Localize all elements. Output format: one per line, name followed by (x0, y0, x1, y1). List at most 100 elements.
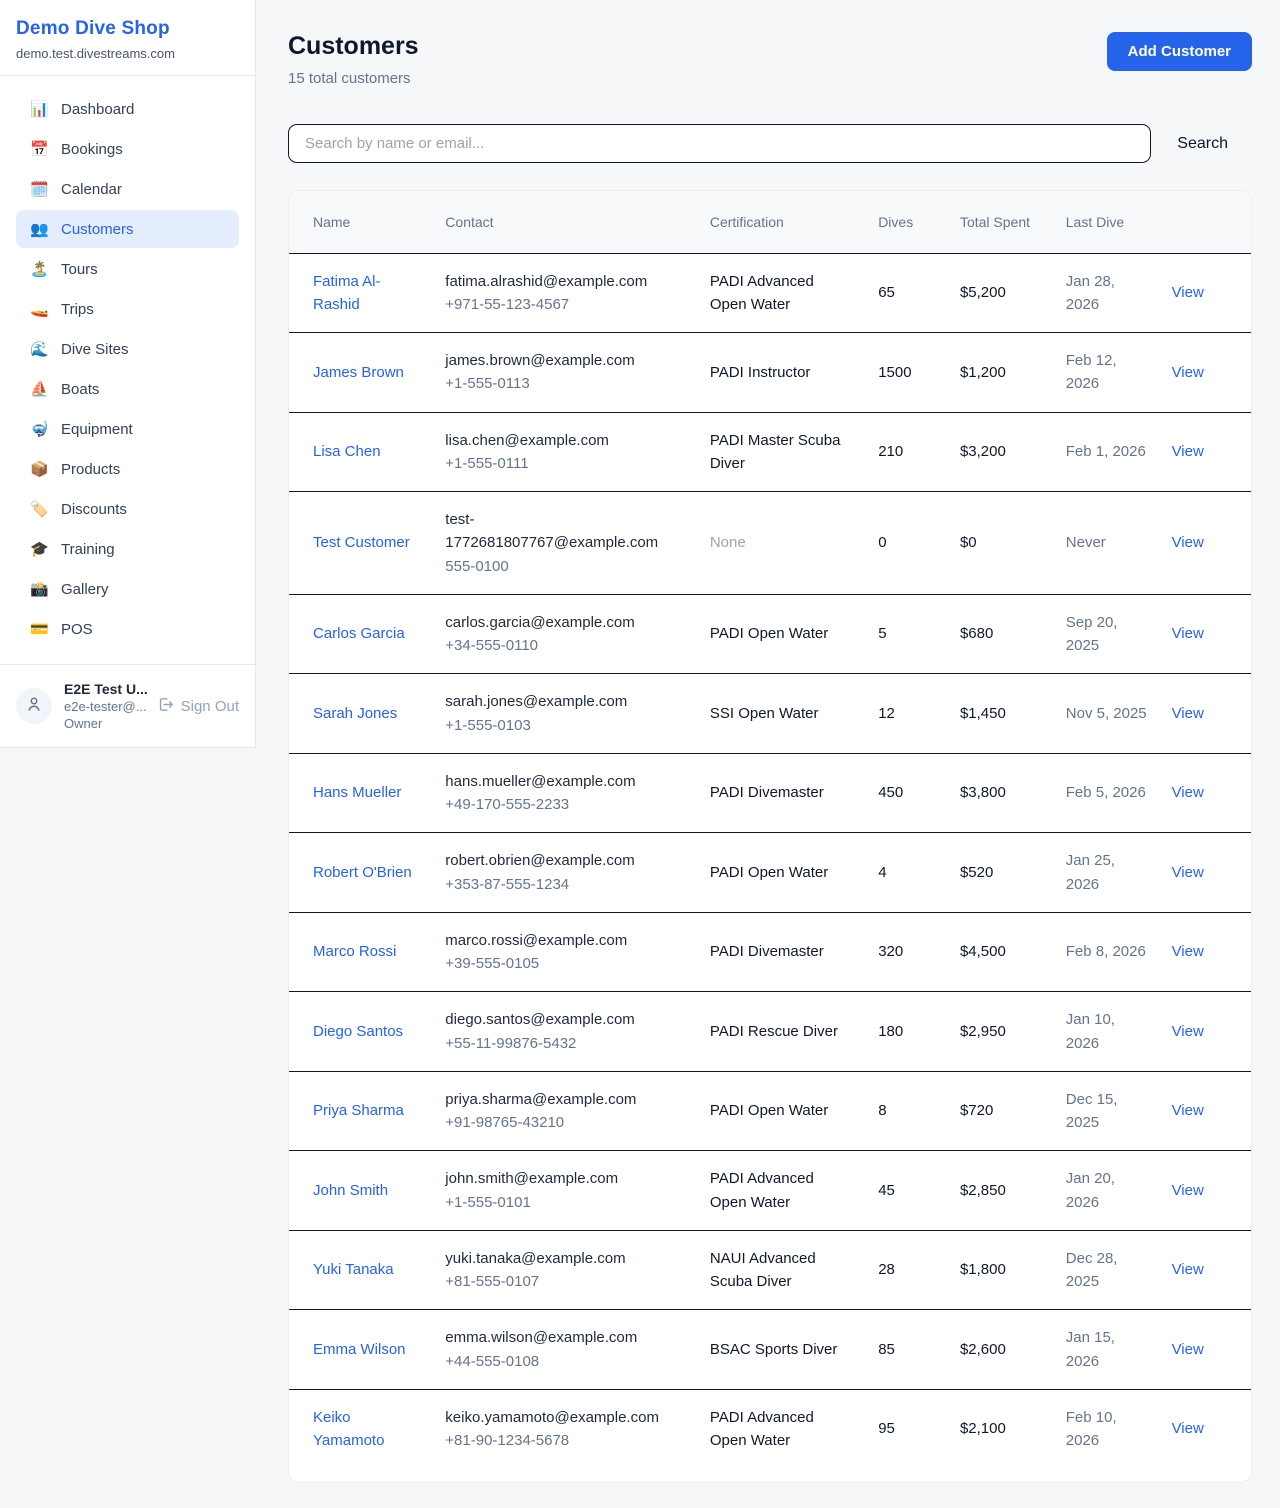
customer-name-link[interactable]: Diego Santos (313, 1023, 403, 1040)
customer-total-spent: $2,950 (948, 992, 1054, 1072)
customer-certification: None (698, 492, 866, 595)
view-link[interactable]: View (1172, 625, 1204, 642)
customer-dives: 210 (866, 412, 948, 492)
customer-dives: 180 (866, 992, 948, 1072)
nav-icon: 📸 (30, 580, 48, 598)
customer-name-link[interactable]: Lisa Chen (313, 443, 381, 460)
user-icon (25, 695, 43, 718)
customer-name-link[interactable]: Priya Sharma (313, 1102, 404, 1119)
nav-icon: 🏷️ (30, 500, 48, 518)
view-link[interactable]: View (1172, 534, 1204, 551)
sign-out-label: Sign Out (181, 698, 239, 715)
sidebar-item-trips[interactable]: 🚤 Trips (16, 290, 239, 328)
shop-domain: demo.test.divestreams.com (16, 46, 239, 61)
customer-name-link[interactable]: Carlos Garcia (313, 625, 405, 642)
view-link[interactable]: View (1172, 1261, 1204, 1278)
view-link[interactable]: View (1172, 1182, 1204, 1199)
sidebar-item-products[interactable]: 📦 Products (16, 450, 239, 488)
search-input[interactable] (288, 124, 1151, 163)
main-content: Customers 15 total customers Add Custome… (256, 0, 1280, 1508)
view-link[interactable]: View (1172, 284, 1204, 301)
view-link[interactable]: View (1172, 364, 1204, 381)
view-link[interactable]: View (1172, 1023, 1204, 1040)
customer-last-dive: Jan 10, 2026 (1054, 992, 1160, 1072)
customer-dives: 95 (866, 1389, 948, 1468)
customer-dives: 450 (866, 753, 948, 833)
nav-icon: 📊 (30, 100, 48, 118)
customer-dives: 5 (866, 594, 948, 674)
table-row: John Smith john.smith@example.com +1-555… (289, 1151, 1251, 1231)
table-row: Yuki Tanaka yuki.tanaka@example.com +81-… (289, 1230, 1251, 1310)
col-header-actions (1160, 191, 1251, 253)
sidebar-item-label: Equipment (61, 421, 133, 438)
col-header-name: Name (289, 191, 433, 253)
customer-phone: +39-555-0105 (445, 952, 686, 975)
customer-name-link[interactable]: Fatima Al-Rashid (313, 273, 381, 313)
table-row: Carlos Garcia carlos.garcia@example.com … (289, 594, 1251, 674)
sidebar-item-training[interactable]: 🎓 Training (16, 530, 239, 568)
customer-total-spent: $520 (948, 833, 1054, 913)
customer-name-link[interactable]: Sarah Jones (313, 705, 397, 722)
table-row: Priya Sharma priya.sharma@example.com +9… (289, 1071, 1251, 1151)
customer-certification: PADI Advanced Open Water (698, 1151, 866, 1231)
view-link[interactable]: View (1172, 864, 1204, 881)
sidebar-item-calendar[interactable]: 🗓️ Calendar (16, 170, 239, 208)
customer-certification: SSI Open Water (698, 674, 866, 754)
customer-last-dive: Jan 15, 2026 (1054, 1310, 1160, 1390)
customer-name-link[interactable]: Keiko Yamamoto (313, 1409, 384, 1449)
customer-name-link[interactable]: Emma Wilson (313, 1341, 406, 1358)
table-row: Hans Mueller hans.mueller@example.com +4… (289, 753, 1251, 833)
nav-icon: 🏝️ (30, 260, 48, 278)
view-link[interactable]: View (1172, 943, 1204, 960)
customer-email: emma.wilson@example.com (445, 1326, 686, 1349)
table-row: Lisa Chen lisa.chen@example.com +1-555-0… (289, 412, 1251, 492)
sidebar-item-gallery[interactable]: 📸 Gallery (16, 570, 239, 608)
customer-name-link[interactable]: Hans Mueller (313, 784, 401, 801)
customer-last-dive: Feb 12, 2026 (1054, 333, 1160, 413)
view-link[interactable]: View (1172, 1102, 1204, 1119)
customer-name-link[interactable]: Yuki Tanaka (313, 1261, 394, 1278)
table-row: Sarah Jones sarah.jones@example.com +1-5… (289, 674, 1251, 754)
customer-phone: +55-11-99876-5432 (445, 1032, 686, 1055)
sidebar-item-bookings[interactable]: 📅 Bookings (16, 130, 239, 168)
sidebar-item-dashboard[interactable]: 📊 Dashboard (16, 90, 239, 128)
sidebar-item-pos[interactable]: 💳 POS (16, 610, 239, 648)
customer-email: robert.obrien@example.com (445, 849, 686, 872)
add-customer-button[interactable]: Add Customer (1107, 32, 1252, 71)
sidebar-item-equipment[interactable]: 🤿 Equipment (16, 410, 239, 448)
sidebar-item-boats[interactable]: ⛵ Boats (16, 370, 239, 408)
customer-total-spent: $3,800 (948, 753, 1054, 833)
sidebar-item-tours[interactable]: 🏝️ Tours (16, 250, 239, 288)
sidebar-item-label: Bookings (61, 141, 123, 158)
customer-total-spent: $1,800 (948, 1230, 1054, 1310)
page-title: Customers (288, 32, 419, 61)
table-row: Marco Rossi marco.rossi@example.com +39-… (289, 912, 1251, 992)
sidebar-item-label: Products (61, 461, 120, 478)
nav-icon: 🗓️ (30, 180, 48, 198)
customer-name-link[interactable]: Test Customer (313, 534, 410, 551)
customer-name-link[interactable]: John Smith (313, 1182, 388, 1199)
view-link[interactable]: View (1172, 1341, 1204, 1358)
sidebar-item-discounts[interactable]: 🏷️ Discounts (16, 490, 239, 528)
sidebar-item-customers[interactable]: 👥 Customers (16, 210, 239, 248)
sign-out-button[interactable]: Sign Out (157, 696, 239, 717)
customer-name-link[interactable]: James Brown (313, 364, 404, 381)
customer-email: marco.rossi@example.com (445, 929, 686, 952)
customer-email: hans.mueller@example.com (445, 770, 686, 793)
customer-name-link[interactable]: Robert O'Brien (313, 864, 412, 881)
nav-icon: ⛵ (30, 380, 48, 398)
view-link[interactable]: View (1172, 1420, 1204, 1437)
view-link[interactable]: View (1172, 784, 1204, 801)
view-link[interactable]: View (1172, 705, 1204, 722)
customer-phone: +1-555-0111 (445, 452, 686, 475)
col-header-total-spent: Total Spent (948, 191, 1054, 253)
sidebar-item-dive-sites[interactable]: 🌊 Dive Sites (16, 330, 239, 368)
nav-icon: 🌊 (30, 340, 48, 358)
view-link[interactable]: View (1172, 443, 1204, 460)
sign-out-icon (157, 696, 174, 717)
customer-total-spent: $2,600 (948, 1310, 1054, 1390)
customer-name-link[interactable]: Marco Rossi (313, 943, 396, 960)
sidebar: Demo Dive Shop demo.test.divestreams.com… (0, 0, 256, 748)
customer-certification: PADI Master Scuba Diver (698, 412, 866, 492)
search-button[interactable]: Search (1177, 135, 1228, 153)
